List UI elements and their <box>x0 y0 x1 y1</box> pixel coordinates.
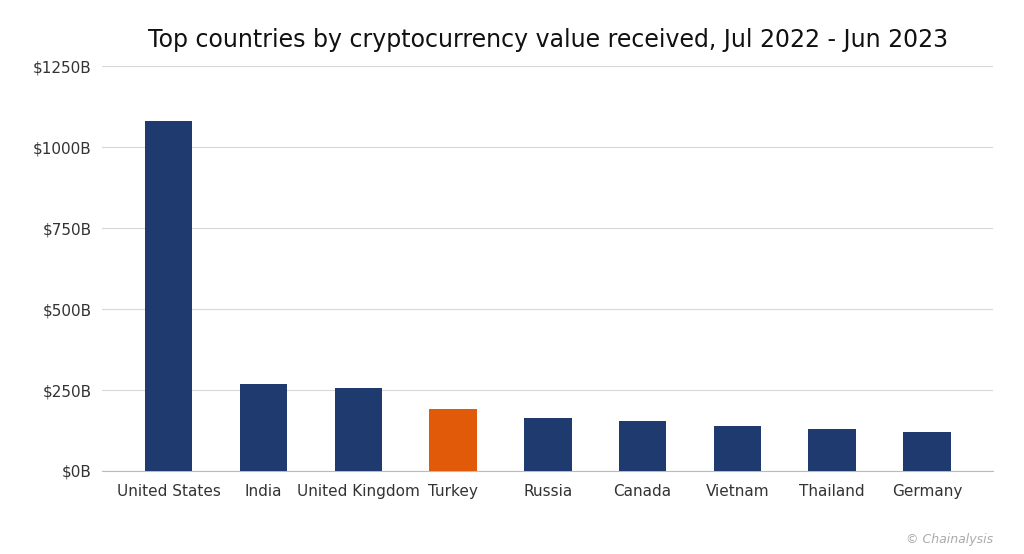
Title: Top countries by cryptocurrency value received, Jul 2022 - Jun 2023: Top countries by cryptocurrency value re… <box>147 28 948 52</box>
Bar <box>335 388 382 471</box>
Bar <box>145 121 193 471</box>
Bar <box>429 409 477 471</box>
Bar <box>240 383 287 471</box>
Text: © Chainalysis: © Chainalysis <box>906 533 993 546</box>
Bar <box>618 420 667 471</box>
Bar <box>714 425 761 471</box>
Bar <box>809 429 856 471</box>
Bar <box>903 432 950 471</box>
Bar <box>524 418 571 471</box>
